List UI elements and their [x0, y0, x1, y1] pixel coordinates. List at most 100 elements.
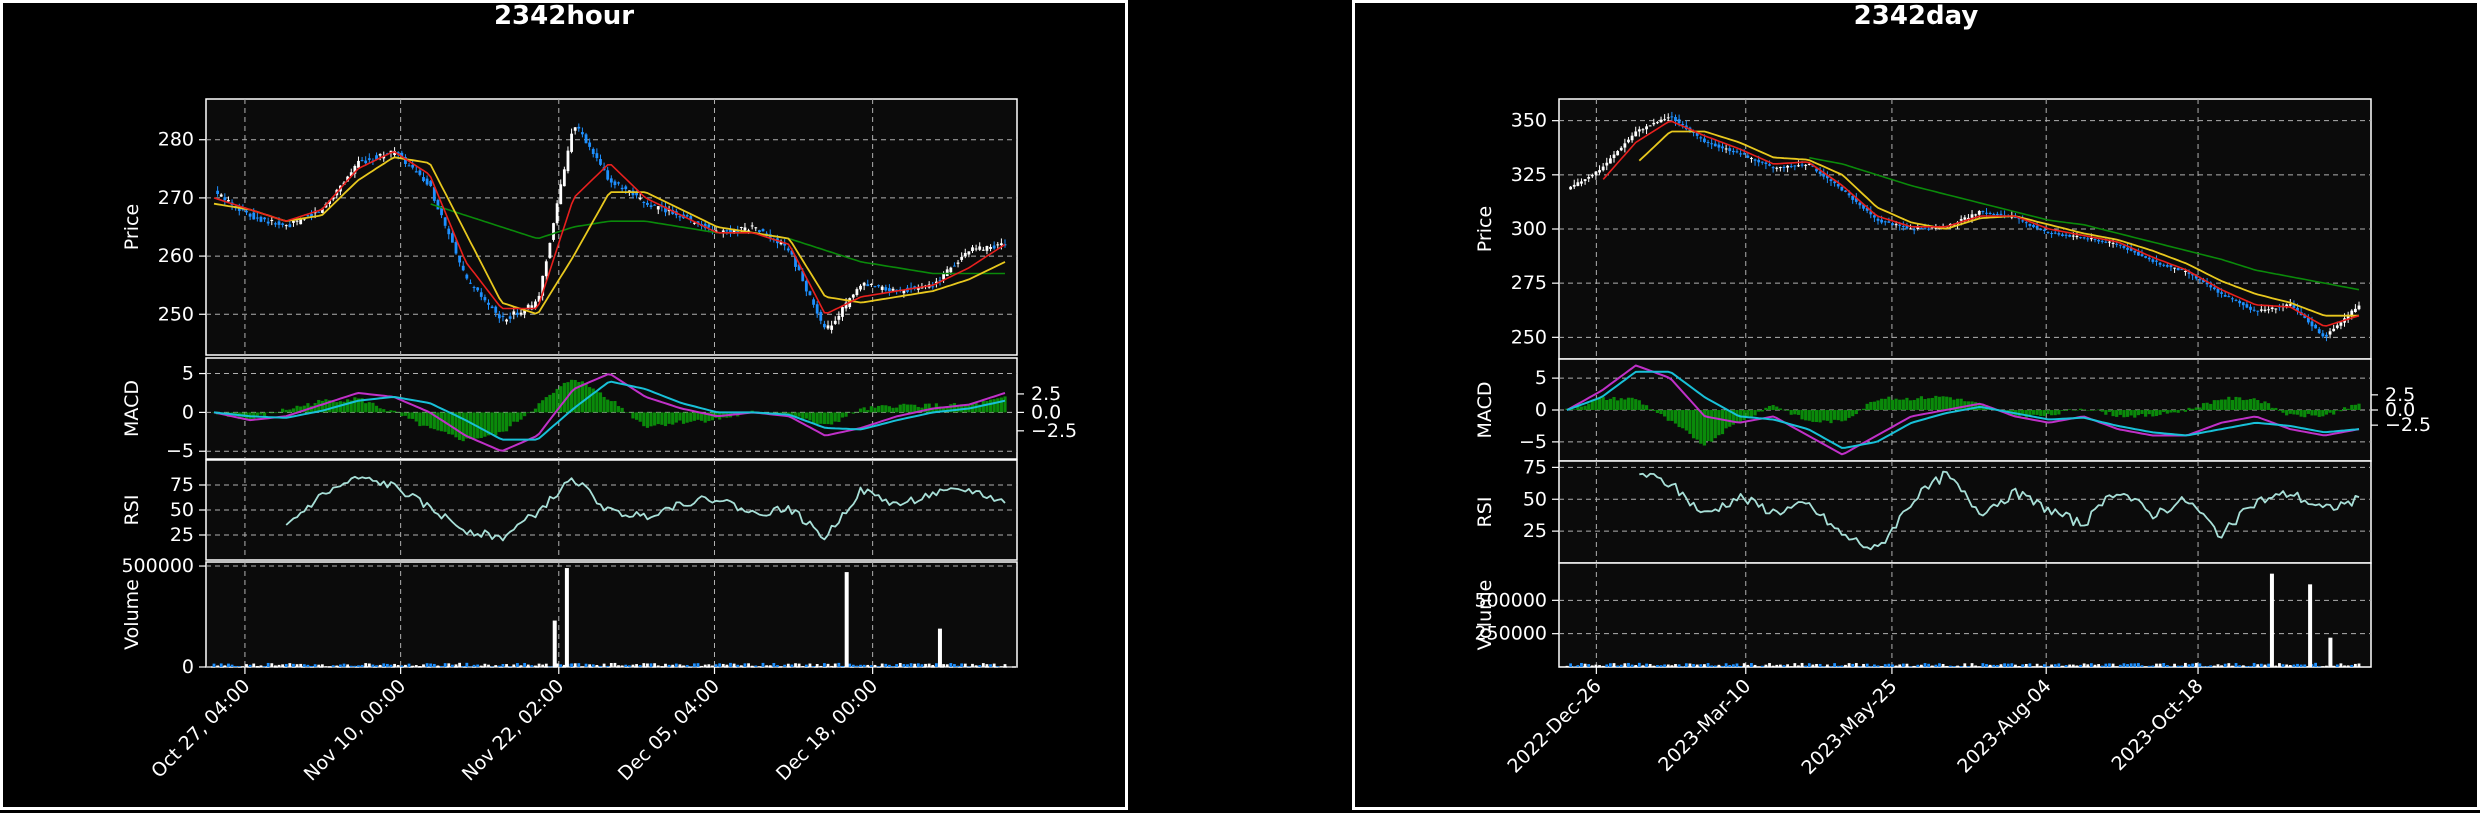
volume-bar: [823, 663, 826, 667]
candle-body: [707, 224, 711, 228]
volume-bar: [404, 664, 407, 667]
candle-body: [963, 252, 967, 256]
macd-hist-bar: [385, 411, 389, 413]
macd-hist-bar: [1865, 403, 1869, 410]
volume-bar: [2003, 663, 2006, 667]
macd-hist-bar: [2321, 410, 2325, 417]
candle-body: [779, 242, 783, 245]
x-tick-label: 2023-Mar-10: [1654, 675, 1755, 776]
volume-bar: [1833, 663, 1837, 667]
macd-hist-bar: [808, 412, 812, 421]
macd-hist-bar: [288, 409, 292, 413]
volume-bar: [942, 664, 945, 667]
macd-hist-bar: [703, 412, 707, 423]
macd-hist-bar: [266, 412, 270, 413]
volume-bar: [1959, 665, 1963, 667]
candle-body: [841, 307, 844, 317]
macd-hist-bar: [2093, 410, 2097, 411]
volume-bar: [642, 663, 646, 667]
macd-hist-bar: [2209, 403, 2213, 410]
volume-bar: [631, 664, 635, 667]
candle-body: [2068, 234, 2072, 237]
volume-bar: [963, 663, 967, 667]
macd-hist-bar: [797, 412, 801, 417]
volume-bar: [1988, 664, 1992, 667]
macd-hist-bar: [299, 406, 303, 413]
macd-hist-bar: [1587, 403, 1591, 410]
volume-bar: [1967, 666, 1970, 667]
price-axis-label: Price: [1474, 206, 1496, 252]
candle-body: [458, 256, 462, 263]
volume-bar: [2288, 665, 2292, 667]
candle-body: [1977, 211, 1981, 215]
macd-hist-bar: [656, 412, 660, 425]
candle-body: [1782, 166, 1786, 168]
candle-body: [2169, 265, 2173, 268]
volume-panel-frame: [1558, 562, 2372, 668]
volume-bar: [1898, 664, 1902, 667]
candle-body: [346, 176, 350, 182]
macd-hist-bar: [837, 412, 841, 422]
candle-body: [2256, 310, 2260, 312]
volume-bar: [1912, 665, 1916, 667]
macd-hist-bar: [2169, 410, 2173, 413]
macd-hist-bar: [400, 412, 404, 417]
candle-body: [1768, 164, 1771, 166]
macd-hist-bar: [2183, 410, 2188, 412]
macd-hist-bar: [1597, 398, 1602, 410]
volume-bar: [1583, 663, 1587, 667]
macd-hist-bar: [786, 412, 790, 415]
macd-hist-bar: [2350, 404, 2354, 410]
x-tick-label: Oct 27, 04:00: [147, 675, 254, 782]
candle-body: [2126, 247, 2129, 250]
macd-hist-bar: [367, 402, 371, 413]
candle-body: [248, 213, 252, 217]
macd-hist-bar: [1666, 410, 1670, 421]
volume-y-tick-label: 250000: [1474, 623, 1547, 645]
volume-bar: [974, 665, 978, 667]
candle-body: [2245, 304, 2249, 308]
candle-body: [2198, 279, 2202, 281]
volume-bar: [689, 666, 693, 667]
candle-body: [501, 315, 505, 317]
candle-body: [479, 292, 483, 297]
volume-bar: [1977, 666, 1981, 667]
candle-body: [274, 223, 277, 225]
macd-hist-bar: [1851, 410, 1855, 417]
volume-bar: [2339, 663, 2343, 667]
candle-body: [418, 170, 422, 175]
macd-hist-bar: [281, 408, 285, 413]
macd-hist-bar: [830, 412, 834, 425]
candle-body: [1804, 164, 1808, 166]
macd-hist-bar: [1648, 409, 1652, 410]
macd-hist-bar: [2288, 410, 2292, 414]
volume-axis-label: Volume: [121, 579, 143, 650]
macd-hist-bar: [862, 407, 866, 413]
candle-body: [2357, 305, 2361, 310]
macd-hist-bar: [1641, 404, 1645, 410]
volume-bar: [1663, 664, 1667, 667]
macd-hist-bar: [1923, 399, 1927, 410]
volume-bar: [255, 665, 259, 667]
candle-body: [2165, 265, 2169, 267]
volume-bar: [1590, 665, 1594, 667]
macd-hist-bar: [472, 412, 476, 440]
candle-body: [2053, 232, 2057, 234]
volume-bar: [1598, 665, 1601, 667]
macd-right-tick-label: 0.0: [2385, 399, 2415, 421]
candle-body: [469, 282, 472, 284]
macd-hist-bar: [1883, 398, 1887, 410]
candle-body: [284, 225, 288, 227]
candle-body: [1999, 213, 2003, 215]
volume-bar: [544, 663, 548, 667]
macd-hist-bar: [302, 405, 306, 413]
volume-bar: [1800, 662, 1804, 667]
candle-body: [252, 212, 256, 220]
volume-bar: [2343, 665, 2346, 667]
volume-bar: [2010, 663, 2014, 667]
candle-body: [299, 218, 303, 225]
volume-bar: [841, 665, 844, 667]
volume-bar: [577, 663, 581, 667]
macd-hist-bar: [2198, 407, 2202, 410]
candle-body: [552, 223, 555, 240]
